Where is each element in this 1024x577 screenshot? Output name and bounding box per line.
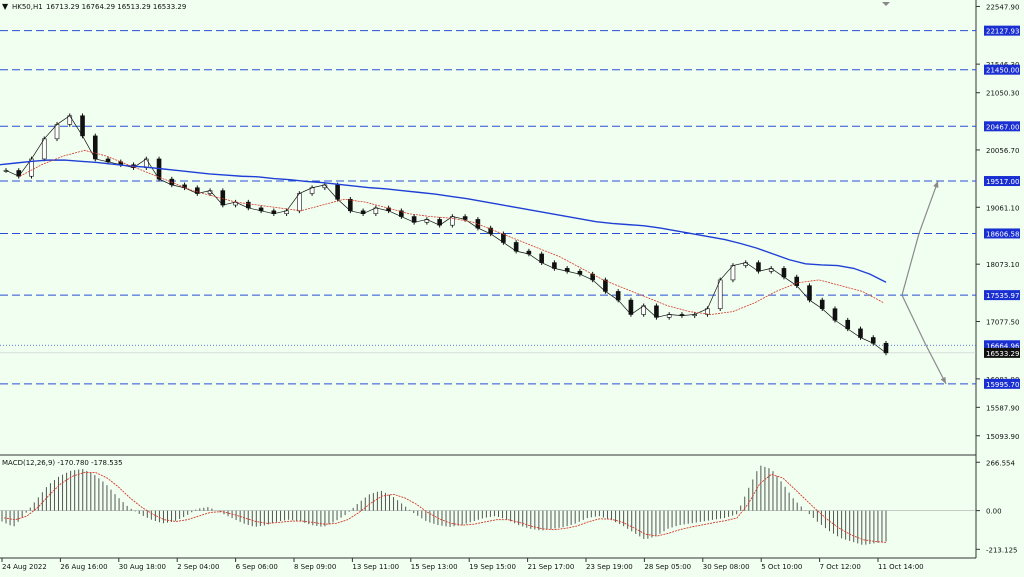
moving-averages [0,149,887,315]
candle-body [92,135,98,160]
level-tag-bg [984,121,1020,132]
time-tick-label: 8 Sep 09:00 [294,563,336,571]
level-tag-label: 22127.93 [986,28,1019,36]
time-axis: 24 Aug 2022 26 Aug 16:00 30 Aug 18:00 2 Sep… [1,558,924,571]
bid-tag-bg [984,340,1020,351]
level-tag-label: 19517.00 [986,178,1019,186]
candle-body [628,299,634,315]
time-tick-label: 23 Sep 19:00 [586,563,633,571]
candle-body [717,279,723,310]
candle-body [335,184,340,200]
time-tick-label: 26 Aug 16:00 [60,563,107,571]
last-price-tag: 16533.29 [984,347,1020,358]
level-tag-label: 18606.58 [986,230,1019,238]
time-tick-label: 13 Sep 11:00 [352,563,399,571]
time-tick-label: 5 Oct 10:00 [761,563,802,571]
bullish-arrow-head [933,181,939,189]
price-tick-label: 19061.10 [986,204,1019,212]
level-tag: 18606.58 [984,228,1020,239]
macd-header: MACD(12,26,9) -170.780 -178.535 [2,459,123,467]
scroll-marker-icon[interactable] [882,2,890,6]
time-tick-label: 30 Aug 18:00 [119,563,166,571]
slow-ma-line [0,159,887,283]
time-tick-label: 19 Sep 15:00 [469,563,516,571]
time-tick-label: 2 Sep 04:00 [177,563,219,571]
level-tag: 21450.00 [984,64,1020,75]
bid-tag-label: 16664.96 [986,342,1020,350]
price-tick-label: 20056.70 [986,147,1019,155]
macd-pane [0,465,976,545]
bearish-arrow[interactable] [901,294,947,385]
macd-tick-label: 266.554 [986,459,1015,467]
ohlc-readout: 16713.29 16764.29 16513.29 16533.29 [46,3,186,11]
price-tags: 22127.93 21450.00 20467.00 19517.00 18606.58… [984,25,1020,389]
last-price-tag-label: 16533.29 [986,350,1019,358]
level-tag-bg [984,176,1020,187]
fast-ma-line [19,149,885,315]
time-tick-label: 28 Sep 05:00 [644,563,691,571]
candle-body [297,193,302,212]
symbol-label: HK50,H1 [12,3,43,11]
bullish-arrow[interactable] [901,180,939,296]
level-tag: 17535.97 [984,290,1020,301]
price-tick-label: 15093.90 [986,433,1019,441]
price-tick-label: 17077.50 [986,319,1019,327]
price-tick-label: 18073.10 [986,261,1019,269]
candle-body [41,138,47,160]
level-tag-bg [984,228,1020,239]
price-tick-label: 21050.30 [986,90,1019,98]
time-tick-label: 11 Oct 14:00 [878,563,924,571]
macd-axis: 266.554 0.00 -213.125 [976,459,1017,554]
level-tag-bg [984,64,1020,75]
level-tag: 20467.00 [984,121,1020,132]
level-tag-label: 15995.70 [986,381,1019,389]
level-tag: 22127.93 [984,25,1020,36]
price-line [5,115,887,354]
candle-body [220,190,226,206]
level-tag-label: 17535.97 [986,292,1019,300]
candle-body [730,265,736,281]
time-tick-label: 30 Sep 08:00 [703,563,750,571]
last-price-tag-bg [984,347,1020,358]
bid-tag: 16664.96 [984,340,1020,351]
candle-body [54,124,60,140]
time-tick-label: 21 Sep 17:00 [528,563,575,571]
macd-tick-label: -213.125 [986,546,1017,554]
price-tick-label: 15587.90 [986,404,1019,412]
projection-arrows [901,180,947,385]
level-tag-bg [984,378,1020,389]
level-tag-label: 20467.00 [986,123,1019,131]
level-tag-bg [984,290,1020,301]
candle-body [807,285,812,301]
price-series [3,113,889,356]
macd-signal-line [3,472,887,543]
time-tick-label: 6 Sep 06:00 [236,563,278,571]
macd-tick-label: 0.00 [986,508,1002,516]
dropdown-icon[interactable]: ▼ [2,2,9,11]
bearish-arrow-head [940,376,946,384]
level-tag: 19517.00 [984,176,1020,187]
time-tick-label: 24 Aug 2022 [2,563,47,571]
level-tag-bg [984,25,1020,36]
time-tick-label: 15 Sep 13:00 [411,563,458,571]
price-tick-label: 22547.90 [986,3,1019,11]
candle-body [80,115,85,137]
time-tick-label: 7 Oct 12:00 [820,563,861,571]
level-tag: 15995.70 [984,378,1020,389]
level-tag-label: 21450.00 [986,67,1019,75]
